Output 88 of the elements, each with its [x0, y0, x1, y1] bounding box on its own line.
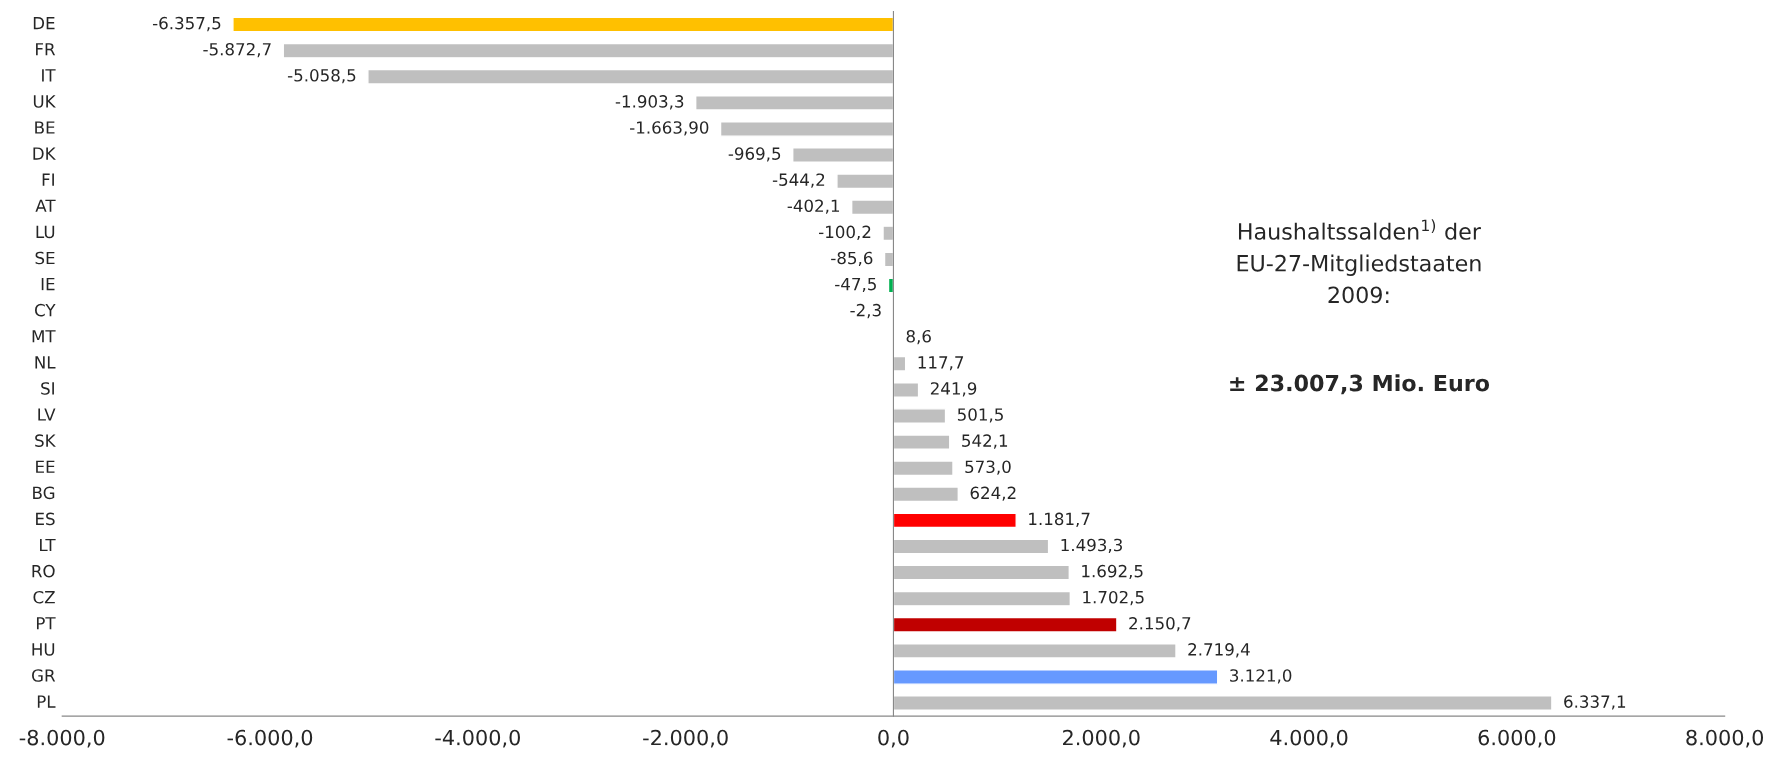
y-tick-label: CZ — [33, 590, 55, 604]
bar — [892, 434, 951, 450]
y-tick-label: FI — [42, 173, 54, 186]
y-tick-label: EE — [36, 460, 55, 473]
data-label: -5.872,7 — [203, 42, 271, 58]
data-label: -47,5 — [835, 277, 876, 293]
x-tick-label: 0,0 — [878, 729, 909, 748]
bar — [892, 642, 1177, 659]
data-label: 6.337,1 — [1564, 695, 1626, 710]
data-label: -100,2 — [819, 225, 871, 240]
bar — [892, 460, 954, 477]
y-tick-label: AT — [35, 199, 56, 212]
data-label: -544,2 — [772, 173, 825, 188]
bar — [367, 68, 895, 85]
bar — [694, 95, 895, 111]
y-tick-label: DK — [33, 147, 56, 160]
x-tick-label: -8.000,0 — [19, 729, 105, 748]
y-tick-label: PT — [36, 617, 56, 630]
y-tick-label: BG — [33, 486, 55, 500]
data-label: 1.692,5 — [1082, 564, 1143, 580]
y-tick-label: RO — [32, 564, 55, 578]
y-tick-label: MT — [32, 330, 56, 343]
y-tick-label: IT — [42, 69, 56, 82]
data-label: -5.058,5 — [287, 69, 356, 84]
y-tick-label: FR — [36, 43, 56, 56]
bar — [892, 590, 1072, 607]
data-label: -85,6 — [831, 251, 873, 266]
x-tick-label: 8.000,0 — [1686, 729, 1764, 748]
bar — [882, 225, 895, 242]
bar — [892, 616, 1118, 633]
data-label: 624,2 — [970, 486, 1016, 501]
data-label: 1.493,3 — [1061, 538, 1122, 554]
bar — [892, 486, 959, 503]
bar — [850, 199, 895, 216]
bar — [836, 173, 895, 190]
annotation: ± 23.007,3 Mio. Euro — [1230, 374, 1490, 395]
annotation: Haushaltssalden$^{1)}$ der EU-27-Mitgliedstaaten 2009: — [1237, 219, 1481, 304]
y-tick-label: LU — [36, 225, 55, 239]
x-tick-label: -2.000,0 — [643, 729, 728, 748]
y-tick-label: NL — [35, 356, 56, 369]
y-tick-label: GR — [32, 669, 56, 682]
y-tick-label: CY — [34, 303, 56, 317]
y-tick-label: HU — [32, 643, 55, 656]
data-label: -1.903,3 — [615, 95, 684, 110]
data-label: -402,1 — [787, 199, 840, 214]
x-tick-label: 2.000,0 — [1063, 729, 1140, 748]
x-tick-label: -4.000,0 — [435, 729, 520, 748]
data-label: 501,5 — [957, 408, 1003, 423]
bar — [282, 42, 895, 59]
data-label: 2.150,7 — [1129, 617, 1191, 632]
bar — [719, 121, 895, 137]
bar — [892, 564, 1070, 581]
data-label: -969,5 — [728, 147, 781, 162]
y-tick-label: LV — [38, 408, 56, 421]
data-label: -6.357,5 — [152, 16, 221, 32]
y-tick-label: PL — [37, 695, 56, 708]
y-tick-label: UK — [33, 95, 56, 108]
y-tick-label: DE — [33, 17, 55, 30]
x-tick-label: 6.000,0 — [1478, 729, 1556, 748]
data-label: -2,3 — [850, 303, 881, 319]
data-label: 542,1 — [962, 434, 1008, 449]
data-label: 117,7 — [918, 356, 964, 371]
x-tick-label: -6.000,0 — [227, 729, 313, 748]
bar — [232, 16, 895, 33]
y-tick-label: LT — [40, 538, 56, 552]
data-label: 241,9 — [930, 382, 977, 397]
y-tick-label: SE — [35, 251, 55, 265]
bar — [892, 355, 907, 372]
data-label: 8,6 — [906, 329, 931, 345]
bar — [892, 408, 947, 424]
bar — [892, 512, 1017, 529]
data-label: 1.181,7 — [1029, 512, 1090, 527]
data-label: 1.702,5 — [1083, 590, 1144, 606]
y-tick-label: SI — [41, 382, 54, 395]
bar — [892, 382, 920, 398]
y-tick-label: SK — [35, 434, 56, 447]
bar — [892, 538, 1050, 555]
data-label: 2.719,4 — [1188, 643, 1250, 658]
data-label: 573,0 — [965, 460, 1011, 475]
y-tick-label: IE — [41, 277, 55, 291]
data-label: 3.121,0 — [1230, 669, 1292, 684]
y-tick-label: ES — [36, 512, 55, 526]
y-tick-label: BE — [35, 121, 55, 134]
bar — [792, 147, 895, 163]
bar — [892, 669, 1219, 685]
data-label: -1.663,90 — [630, 121, 709, 136]
x-tick-label: 4.000,0 — [1270, 729, 1348, 748]
bar — [892, 695, 1553, 711]
